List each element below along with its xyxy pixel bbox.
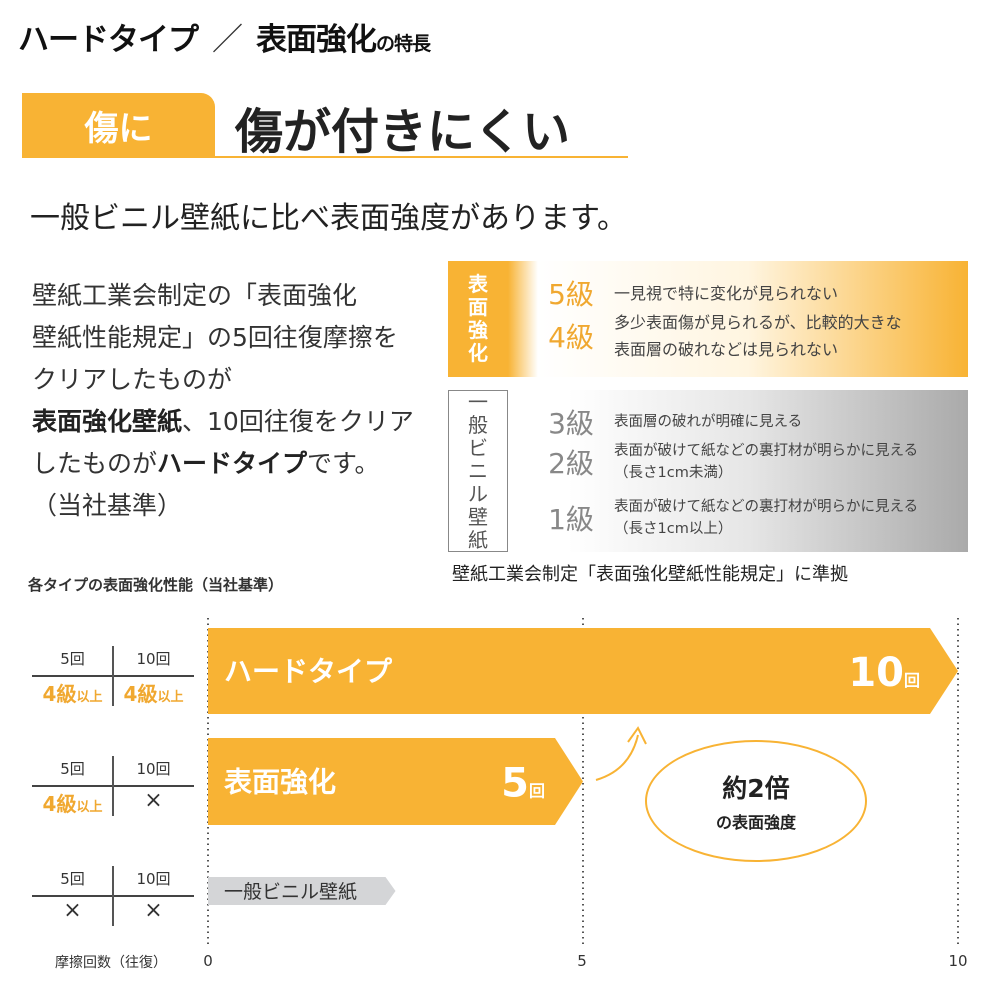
title-suffix: の特長 — [376, 33, 431, 55]
feature-subtitle: 一般ビニル壁紙に比べ表面強度があります。 — [30, 201, 627, 236]
vinyl-vertical-label: 一般ビニル壁紙 — [448, 390, 508, 552]
bar-1 — [208, 738, 583, 825]
para-line: 表面強化壁紙、10回往復をクリア — [32, 401, 414, 443]
arrow-head-icon — [627, 726, 647, 745]
vertical-char: 一 — [468, 389, 488, 414]
table-cell: × — [63, 898, 82, 923]
grade-row: 3級 表面層の破れが明確に見える — [540, 402, 802, 442]
feature-label: 傷に — [22, 93, 215, 157]
bubble-line1: 約2倍 — [722, 774, 790, 803]
comparison-bubble: 約2倍 の表面強度 — [645, 740, 867, 862]
bar-category-label: ハードタイプ — [224, 655, 393, 688]
table-cell: × — [144, 788, 163, 813]
para-line: （当社基準） — [32, 491, 183, 520]
bar-category-label: 一般ビニル壁紙 — [224, 881, 357, 903]
grade-desc: 多少表面傷が見られるが、比較的大きな — [614, 313, 902, 332]
grade-number: 5級 — [548, 278, 594, 311]
bar-data-label: 5回 — [501, 761, 545, 807]
table-divider — [112, 756, 114, 816]
bubble-line2: の表面強度 — [715, 813, 796, 832]
grade-row: 1級 表面が破けて紙などの裏打材が明らかに見える （長さ1cm以上） — [540, 496, 918, 540]
grade-number: 3級 — [548, 407, 594, 440]
vertical-char: 表 — [468, 272, 488, 296]
grade-desc: 表面層の破れなどは見られない — [614, 340, 839, 359]
vertical-char: ニ — [468, 458, 488, 483]
grade-row: 4級 多少表面傷が見られるが、比較的大きな 表面層の破れなどは見られない — [540, 309, 902, 363]
bold-hard: ハードタイプ — [157, 449, 308, 478]
grade-number: 4級 — [548, 321, 594, 354]
result-table: 5回 10回 × × — [32, 866, 194, 926]
chart-title: 各タイプの表面強化性能（当社基準） — [28, 576, 284, 594]
table-cell: 10回 — [136, 650, 171, 668]
feature-heading: 傷が付きにくい — [235, 104, 571, 160]
x-tick-label: 0 — [203, 952, 213, 970]
vertical-char: 般 — [468, 412, 488, 437]
description-paragraph: 壁紙工業会制定の「表面強化 壁紙性能規定」の5回往復摩擦を クリアしたものが 表… — [32, 275, 414, 527]
grade-caption: 壁紙工業会制定「表面強化壁紙性能規定」に準拠 — [452, 564, 848, 585]
vertical-char: ビ — [468, 435, 488, 460]
result-table: 5回 10回 4級以上 × — [32, 756, 194, 816]
para-line: 壁紙性能規定」の5回往復摩擦を — [32, 323, 398, 352]
table-cell: 10回 — [136, 870, 171, 888]
grade-row: 2級 表面が破けて紙などの裏打材が明らかに見える （長さ1cm未満） — [540, 440, 918, 484]
table-cell: 10回 — [136, 760, 171, 778]
grade-desc: 表面が破けて紙などの裏打材が明らかに見える — [614, 499, 919, 515]
bar-data-label: 10回 — [848, 650, 920, 696]
vertical-char: 化 — [468, 341, 488, 365]
vertical-char: 壁 — [468, 504, 488, 529]
grade-box-vinyl: 一般ビニル壁紙 3級 表面層の破れが明確に見える 2級 表面が破けて紙などの裏打材が… — [448, 390, 968, 552]
bar-2 — [208, 877, 396, 905]
grade-box-surface: 表面強化 5級 一見視で特に変化が見られない 4級 多少表面傷が見られるが、比較的大… — [448, 261, 968, 377]
grade-desc: 表面が破けて紙などの裏打材が明らかに見える — [614, 443, 919, 459]
grade-desc: （長さ1cm未満） — [614, 465, 733, 481]
vertical-char: 紙 — [468, 527, 488, 552]
para-text: です。 — [307, 449, 380, 478]
para-line: 壁紙工業会制定の「表面強化 — [32, 281, 358, 310]
para-text: したものが — [32, 449, 158, 478]
grade-row: 5級 一見視で特に変化が見られない — [540, 273, 838, 313]
surface-vertical-label: 表面強化 — [448, 261, 508, 377]
vertical-char: 強 — [468, 318, 488, 342]
title-hard-type: ハードタイプ — [18, 22, 199, 58]
x-tick-label: 10 — [948, 952, 968, 970]
table-cell: 4級以上 — [42, 682, 103, 706]
grade-number: 2級 — [548, 447, 594, 480]
table-divider — [112, 866, 114, 926]
para-line: クリアしたものが — [32, 365, 233, 394]
table-cell: 4級以上 — [123, 682, 184, 706]
bar-category-label: 表面強化 — [224, 766, 336, 799]
table-cell: 5回 — [60, 870, 85, 888]
para-text: 、10回往復をクリア — [182, 407, 414, 436]
para-line: したものがハードタイプです。 — [32, 443, 414, 485]
title-surface: 表面強化 — [256, 22, 377, 58]
x-axis-label: 摩擦回数（往復） — [55, 955, 167, 971]
title-separator: ／ — [212, 22, 243, 58]
table-cell: 4級以上 — [42, 792, 103, 816]
bar-0 — [208, 628, 958, 714]
heading-underline — [22, 156, 628, 158]
grade-number: 1級 — [548, 503, 594, 536]
grade-desc: 表面層の破れが明確に見える — [614, 414, 803, 430]
table-cell: 5回 — [60, 760, 85, 778]
result-table: 5回 10回 4級以上 4級以上 — [32, 646, 194, 706]
grade-desc: 一見視で特に変化が見られない — [614, 283, 839, 303]
table-cell: 5回 — [60, 650, 85, 668]
arrow-line — [595, 734, 639, 781]
vertical-char: 面 — [468, 295, 488, 319]
bold-surface: 表面強化壁紙 — [32, 407, 183, 436]
vertical-char: ル — [468, 481, 488, 506]
table-cell: × — [144, 898, 163, 923]
table-divider — [112, 646, 114, 706]
x-tick-label: 5 — [577, 952, 587, 970]
grade-desc: （長さ1cm以上） — [614, 521, 733, 537]
page-title: ハードタイプ ／ 表面強化の特長 — [18, 14, 431, 59]
